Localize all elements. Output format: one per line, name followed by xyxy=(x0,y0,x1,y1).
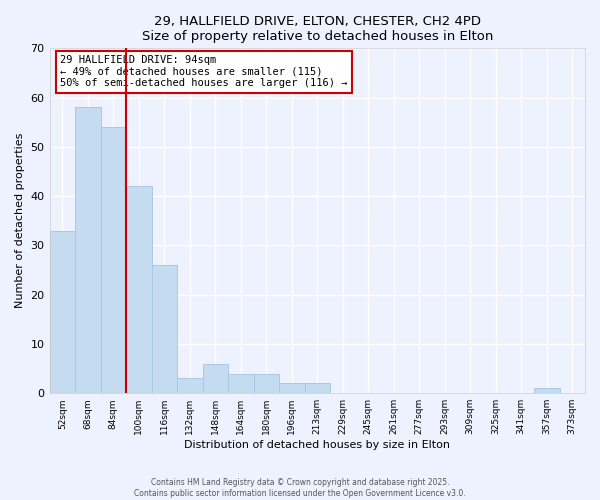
Bar xyxy=(126,186,152,393)
Bar xyxy=(177,378,203,393)
Bar xyxy=(254,374,279,393)
Bar xyxy=(534,388,560,393)
Bar xyxy=(228,374,254,393)
Text: 29 HALLFIELD DRIVE: 94sqm
← 49% of detached houses are smaller (115)
50% of semi: 29 HALLFIELD DRIVE: 94sqm ← 49% of detac… xyxy=(60,55,348,88)
Bar xyxy=(101,127,126,393)
Bar xyxy=(50,230,75,393)
Bar xyxy=(279,384,305,393)
Bar xyxy=(305,384,330,393)
Y-axis label: Number of detached properties: Number of detached properties xyxy=(15,133,25,308)
Text: Contains HM Land Registry data © Crown copyright and database right 2025.
Contai: Contains HM Land Registry data © Crown c… xyxy=(134,478,466,498)
Title: 29, HALLFIELD DRIVE, ELTON, CHESTER, CH2 4PD
Size of property relative to detach: 29, HALLFIELD DRIVE, ELTON, CHESTER, CH2… xyxy=(142,15,493,43)
Bar xyxy=(203,364,228,393)
X-axis label: Distribution of detached houses by size in Elton: Distribution of detached houses by size … xyxy=(184,440,450,450)
Bar xyxy=(152,265,177,393)
Bar xyxy=(75,108,101,393)
